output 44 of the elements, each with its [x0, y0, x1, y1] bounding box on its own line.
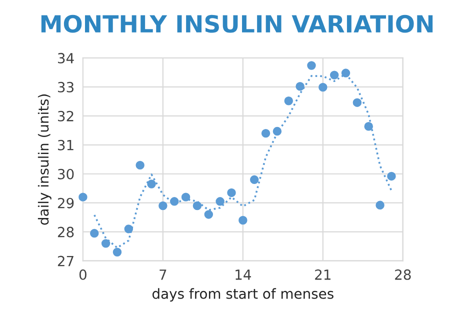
point — [341, 68, 350, 78]
point — [170, 197, 179, 206]
point — [387, 172, 396, 181]
point — [376, 200, 384, 210]
point — [158, 201, 168, 210]
point — [284, 96, 293, 106]
y-tick-label: 28 — [58, 226, 74, 238]
point — [296, 82, 304, 91]
y-axis-title: daily insulin (units) — [38, 94, 52, 225]
y-tick-label: 31 — [58, 140, 74, 150]
y-tick-label: 27 — [58, 256, 74, 266]
y-tick-label: 30 — [58, 168, 74, 180]
point — [318, 82, 328, 92]
x-tick-label: 14 — [236, 270, 251, 280]
x-tick-label: 21 — [315, 269, 330, 280]
point — [238, 216, 248, 225]
point — [78, 192, 88, 202]
point — [192, 201, 202, 210]
point — [112, 248, 122, 256]
point — [101, 239, 110, 248]
y-tick-label: 32 — [58, 110, 74, 122]
point — [136, 160, 144, 170]
x-tick-label: 28 — [395, 269, 411, 280]
point — [181, 192, 190, 202]
point — [307, 61, 316, 70]
point — [364, 122, 373, 131]
point — [216, 197, 224, 206]
point — [227, 188, 236, 198]
x-tick-label: 7 — [160, 270, 166, 280]
point — [90, 228, 99, 238]
point — [124, 224, 134, 234]
point — [352, 98, 362, 107]
y-tick-label: 29 — [58, 198, 74, 208]
point — [250, 175, 259, 184]
chart-title: MONTHLY INSULIN VARIATION — [41, 14, 433, 33]
y-tick-label: 34 — [58, 52, 74, 64]
x-tick-label: 0 — [79, 269, 86, 280]
point — [147, 180, 156, 188]
x-axis-title: days from start of menses — [152, 288, 334, 302]
point — [204, 210, 214, 219]
point — [330, 70, 339, 80]
point — [272, 126, 282, 136]
point — [261, 128, 270, 138]
y-tick-label: 33 — [58, 82, 74, 92]
